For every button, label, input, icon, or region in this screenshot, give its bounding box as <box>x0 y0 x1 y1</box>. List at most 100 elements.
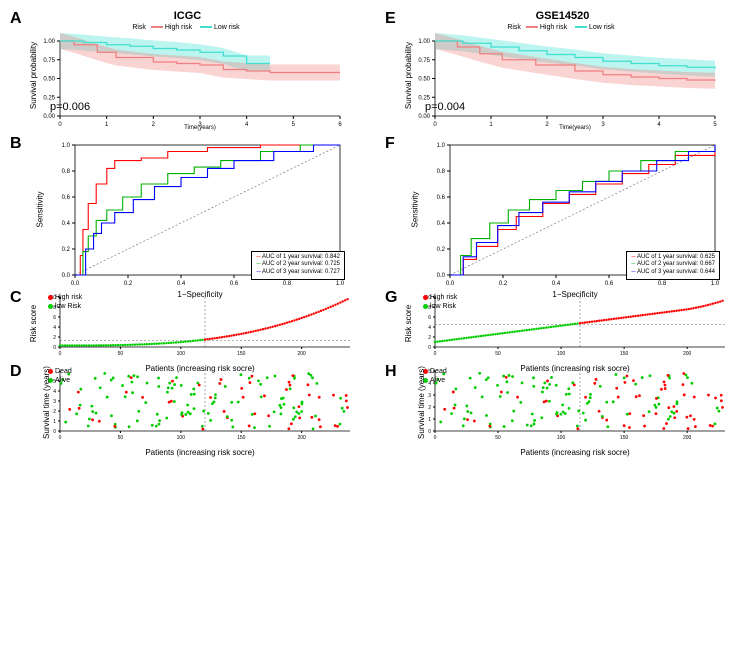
risk-legend-c: High risk low Risk <box>48 293 82 311</box>
svg-text:100: 100 <box>177 351 186 357</box>
svg-text:0: 0 <box>428 345 431 351</box>
survival-plot-d: 050100150200012345 Dead Alive Survival t… <box>40 363 360 443</box>
xlabel-d: Patients (increasing risk socre) <box>145 448 254 457</box>
panel-d: D 050100150200012345 Dead Alive Survival… <box>10 363 365 443</box>
p-value-a: p=0.006 <box>50 101 90 113</box>
panel-b: B 0.00.00.20.20.40.40.60.60.80.81.01.0 S… <box>10 135 365 285</box>
panel-g: G 0501001502000246810 High risk low Risk… <box>385 289 740 359</box>
roc-plot-f: 0.00.00.20.20.40.40.60.60.80.81.01.0 Sen… <box>425 135 725 285</box>
svg-text:0.50: 0.50 <box>43 77 55 83</box>
svg-text:1.0: 1.0 <box>437 143 446 149</box>
svg-text:3: 3 <box>428 393 431 399</box>
svg-text:2: 2 <box>53 335 56 341</box>
svg-text:0.0: 0.0 <box>437 273 446 279</box>
svg-text:1: 1 <box>428 417 431 423</box>
svg-text:0: 0 <box>433 122 437 128</box>
svg-text:200: 200 <box>297 435 306 441</box>
svg-text:150: 150 <box>620 435 629 441</box>
svg-text:1.0: 1.0 <box>711 281 720 285</box>
svg-text:0.4: 0.4 <box>177 281 186 285</box>
svg-text:150: 150 <box>237 435 246 441</box>
svg-text:0: 0 <box>53 429 56 435</box>
svg-text:50: 50 <box>118 435 124 441</box>
svg-text:1.00: 1.00 <box>43 39 55 45</box>
svg-text:2: 2 <box>428 335 431 341</box>
km-legend-a: Risk High risk Low risk <box>10 24 365 31</box>
panel-label-h: H <box>385 363 397 381</box>
svg-text:0: 0 <box>434 435 437 441</box>
svg-text:0.75: 0.75 <box>418 58 430 64</box>
panel-title-e: GSE14520 <box>385 10 740 22</box>
svg-text:200: 200 <box>683 435 692 441</box>
svg-text:1.00: 1.00 <box>418 39 430 45</box>
svg-text:200: 200 <box>297 351 306 357</box>
svg-text:50: 50 <box>118 351 124 357</box>
svg-text:0.00: 0.00 <box>43 114 55 120</box>
svg-text:0.2: 0.2 <box>437 247 446 253</box>
svg-text:4: 4 <box>245 122 249 128</box>
panel-title-a: ICGC <box>10 10 365 22</box>
panel-label-a: A <box>10 10 22 28</box>
svg-text:150: 150 <box>620 351 629 357</box>
svg-text:0.8: 0.8 <box>283 281 292 285</box>
svg-text:0.0: 0.0 <box>71 281 80 285</box>
roc-legend-f: ─ AUC of 1 year survival: 0.625 ─ AUC of… <box>626 251 720 280</box>
ylabel-g: Risk score <box>404 305 413 342</box>
svg-text:100: 100 <box>177 435 186 441</box>
roc-plot-b: 0.00.00.20.20.40.40.60.60.80.81.01.0 Sen… <box>50 135 350 285</box>
svg-text:1.0: 1.0 <box>62 143 71 149</box>
ylabel-h: Survival time (years) <box>417 366 426 439</box>
panel-a: A ICGC Risk High risk Low risk 01234560.… <box>10 10 365 131</box>
svg-text:0: 0 <box>428 429 431 435</box>
ylabel-c: Risk score <box>29 305 38 342</box>
svg-text:5: 5 <box>292 122 296 128</box>
svg-text:5: 5 <box>713 122 717 128</box>
svg-text:50: 50 <box>495 435 501 441</box>
svg-text:0.50: 0.50 <box>418 77 430 83</box>
svg-text:4: 4 <box>53 325 56 331</box>
svg-text:4: 4 <box>428 325 431 331</box>
svg-text:3: 3 <box>53 399 56 405</box>
risk-plot-g: 0501001502000246810 High risk low Risk R… <box>415 289 735 359</box>
ylabel-f: Sensitivity <box>411 191 420 227</box>
svg-text:2: 2 <box>53 409 56 415</box>
svg-text:0.6: 0.6 <box>605 281 614 285</box>
svg-text:0.8: 0.8 <box>658 281 667 285</box>
ylabel-b: Sensitivity <box>36 191 45 227</box>
risk-legend-g: High risk low Risk <box>423 293 457 311</box>
svg-text:6: 6 <box>53 315 56 321</box>
panel-label-f: F <box>385 135 395 153</box>
svg-text:0.0: 0.0 <box>446 281 455 285</box>
panel-label-d: D <box>10 363 22 381</box>
svg-text:200: 200 <box>683 351 692 357</box>
svg-text:Time(years): Time(years) <box>559 125 591 131</box>
svg-text:0.6: 0.6 <box>230 281 239 285</box>
ylabel-d: Survival time (years) <box>42 366 51 439</box>
svg-text:1.0: 1.0 <box>336 281 345 285</box>
km-plot-a: 01234560.000.250.500.751.00Time(years) p… <box>40 31 360 131</box>
svg-text:4: 4 <box>53 389 56 395</box>
svg-text:0.6: 0.6 <box>437 195 446 201</box>
svg-text:0.4: 0.4 <box>62 221 71 227</box>
svg-text:1: 1 <box>489 122 493 128</box>
svg-text:0.6: 0.6 <box>62 195 71 201</box>
surv-legend-h: Dead Alive <box>423 367 447 385</box>
svg-text:0.75: 0.75 <box>43 58 55 64</box>
panel-label-e: E <box>385 10 396 28</box>
svg-text:0.00: 0.00 <box>418 114 430 120</box>
svg-text:6: 6 <box>338 122 342 128</box>
panel-label-b: B <box>10 135 22 153</box>
risk-plot-c: 0501001502000246810 High risk low Risk R… <box>40 289 360 359</box>
svg-text:1: 1 <box>105 122 109 128</box>
figure-grid: A ICGC Risk High risk Low risk 0 1 2 3 4 5 6 0.… <box>10 10 740 443</box>
panel-f: F 0.00.00.20.20.40.40.60.60.80.81.01.0 S… <box>385 135 740 285</box>
panel-c: C 0501001502000246810 High risk low Risk… <box>10 289 365 359</box>
km-legend-e: Risk High risk Low risk <box>385 24 740 31</box>
svg-text:3: 3 <box>601 122 605 128</box>
svg-text:0.4: 0.4 <box>437 221 446 227</box>
svg-text:0.2: 0.2 <box>499 281 508 285</box>
p-value-e: p=0.004 <box>425 101 465 113</box>
svg-text:0.0: 0.0 <box>62 273 71 279</box>
svg-text:2: 2 <box>152 122 156 128</box>
panel-e: E GSE14520 Risk High risk Low risk 01234… <box>385 10 740 131</box>
